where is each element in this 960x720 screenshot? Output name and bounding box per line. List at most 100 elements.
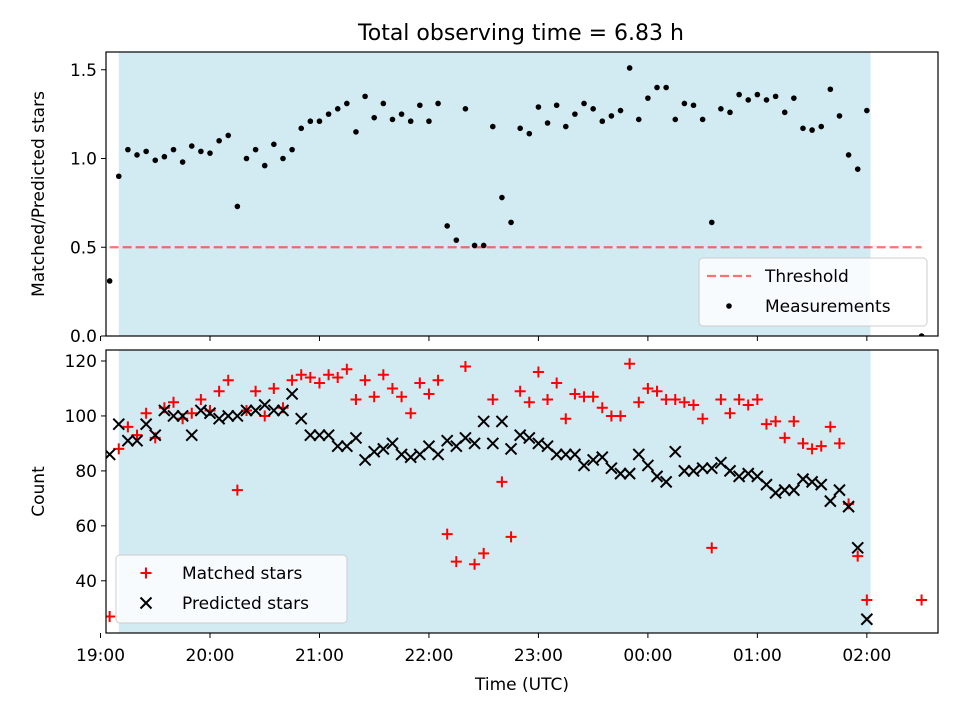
predicted-star-point: [468, 437, 481, 450]
measurement-point: [334, 106, 341, 112]
predicted-star-point: [106, 448, 116, 461]
predicted-star-point: [112, 417, 125, 431]
matched-star-point: [624, 358, 636, 370]
matched-star-point: [386, 382, 398, 394]
predicted-star-point: [669, 445, 682, 458]
legend: Threshold Measurements: [698, 257, 928, 327]
measurement-point: [353, 129, 359, 135]
matched-star-point: [733, 393, 745, 405]
legend-label: Threshold: [764, 267, 849, 287]
bottom-axes: 40 60 80 100 120 19:00 20:00 21:00 22:00 23:00 00:…: [29, 349, 939, 695]
predicted-star-point: [404, 450, 417, 464]
predicted-star-point: [212, 412, 226, 425]
matched-star-point: [140, 407, 152, 419]
x-tick-label: 21:00: [295, 646, 344, 666]
predicted-star-point: [249, 404, 262, 417]
matched-star-point: [697, 413, 709, 425]
measurement-point: [708, 219, 715, 226]
measurement-point: [435, 100, 441, 107]
predicted-star-point: [440, 434, 454, 447]
predicted-star-point: [304, 428, 317, 442]
predicted-star-point: [258, 398, 271, 412]
x-tick-label: 20:00: [186, 646, 235, 666]
predicted-star-point: [431, 448, 445, 461]
measurement-point: [781, 109, 788, 116]
predicted-star-point: [687, 464, 700, 478]
measurement-point: [727, 109, 733, 116]
measurement-point: [672, 116, 679, 123]
measurement-point: [125, 146, 131, 153]
predicted-star-point: [513, 428, 527, 442]
x-tick-label: 00:00: [623, 646, 672, 666]
predicted-star-point: [833, 483, 846, 497]
measurement-point: [106, 278, 113, 284]
measurement-point: [772, 93, 779, 100]
predicted-star-point: [331, 439, 344, 453]
predicted-star-point: [377, 442, 390, 456]
matched-star-point: [861, 594, 873, 606]
predicted-star-point: [696, 461, 709, 475]
matched-star-point: [505, 531, 517, 543]
predicted-star-point: [276, 404, 290, 417]
matched-star-point: [441, 528, 453, 540]
matched-star-point: [496, 476, 508, 488]
x-tick-label: 02:00: [842, 646, 891, 666]
matched-star-point: [231, 484, 243, 496]
y-tick-label: 120: [65, 352, 97, 372]
measurement-point: [818, 123, 825, 130]
predicted-star-point: [285, 387, 299, 401]
matched-star-point: [106, 611, 116, 623]
matched-star-point: [514, 385, 526, 397]
measurement-point: [608, 113, 615, 119]
matched-star-point: [250, 385, 262, 397]
predicted-star-point: [149, 428, 162, 442]
matched-star-point: [168, 396, 180, 408]
matched-star-point: [715, 393, 727, 405]
measurement-point: [617, 107, 624, 114]
measurement-point: [261, 162, 268, 169]
matched-star-point: [359, 374, 371, 386]
y-axis-label: Count: [29, 466, 49, 517]
matched-star-point: [551, 377, 563, 389]
measurement-point: [626, 65, 633, 71]
predicted-star-point: [586, 453, 600, 467]
plot-area: [106, 358, 928, 626]
matched-star-point: [222, 374, 234, 386]
measurement-point: [791, 95, 797, 101]
legend-predicted-swatch: [139, 596, 153, 610]
matched-star-point: [286, 374, 298, 386]
matched-star-point: [615, 410, 627, 422]
matched-star-point: [706, 542, 718, 554]
measurement-point: [763, 97, 770, 103]
matched-star-point: [532, 366, 544, 378]
y-tick-label: 100: [65, 407, 97, 427]
measurement-point: [207, 150, 213, 156]
predicted-star-point: [313, 428, 326, 442]
matched-star-point: [304, 371, 316, 383]
y-tick-label: 1.0: [70, 150, 97, 170]
y-tick-label: 80: [75, 462, 97, 482]
matched-star-point: [459, 360, 471, 372]
predicted-star-point: [769, 486, 782, 500]
matched-star-point: [313, 377, 325, 389]
matched-star-point: [806, 443, 818, 455]
measurement-point: [280, 155, 286, 162]
predicted-star-point: [203, 406, 217, 420]
predicted-star-point: [523, 431, 536, 445]
legend-box: [698, 257, 928, 327]
matched-star-point: [268, 382, 280, 394]
matched-star-point: [760, 418, 772, 430]
predicted-star-point: [222, 409, 235, 423]
matched-star-point: [833, 437, 845, 449]
measurement-point: [663, 84, 669, 91]
measurement-point: [562, 123, 569, 130]
predicted-star-point: [796, 472, 810, 486]
matched-star-point: [797, 437, 809, 449]
measurement-point: [462, 106, 469, 112]
matched-star-point: [432, 374, 444, 386]
measurement-point: [225, 132, 232, 139]
predicted-star-point: [295, 412, 308, 425]
measurement-point: [380, 100, 387, 107]
measurement-point: [471, 242, 478, 249]
